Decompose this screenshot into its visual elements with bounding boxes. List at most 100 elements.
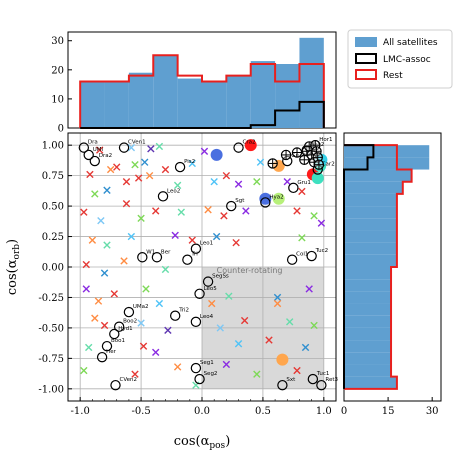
right-hist-bars	[343, 144, 430, 390]
satellite-marker	[194, 288, 205, 299]
satellite-label: Tri2	[178, 308, 189, 314]
satellite-cross	[85, 343, 93, 352]
satellite-cross	[82, 260, 90, 269]
hist-bar-all	[177, 78, 202, 128]
satellite-cross	[234, 180, 243, 188]
hist-bar-all	[344, 193, 397, 207]
satellite-cross	[106, 165, 115, 174]
satellite-cross	[141, 158, 149, 166]
massive-satellite	[244, 139, 257, 152]
satellite-marker	[96, 351, 108, 363]
right-hist-xtick-label: 15	[382, 406, 395, 417]
satellite-label: Sgt	[235, 198, 245, 204]
y-tick-label: 0.00	[42, 263, 64, 274]
satellite-label: CVen2	[120, 377, 138, 383]
satellite-cross	[142, 285, 150, 293]
y-tick-label: -0.75	[38, 354, 64, 365]
massive-satellite	[259, 192, 272, 205]
satellite-cross	[204, 206, 212, 214]
right-hist-xticks: 0 15 30	[341, 397, 439, 417]
satellite-marker	[78, 142, 90, 153]
satellite-cross	[253, 178, 261, 186]
satellite-cross	[188, 236, 196, 244]
lmc-marker	[267, 158, 278, 169]
hist-bar-all	[344, 267, 392, 280]
satellite-cross	[222, 360, 231, 369]
satellite-label: Dra	[88, 140, 98, 146]
top-hist-ytick-label: 0	[58, 124, 64, 135]
satellite-cross	[200, 147, 209, 155]
satellite-cross	[86, 170, 94, 179]
satellite-cross	[82, 285, 90, 293]
legend-label-lmc: LMC-assoc	[383, 55, 431, 65]
satellite-marker	[174, 161, 186, 173]
satellite-cross	[173, 363, 182, 371]
y-tick-label: 1.00	[42, 141, 64, 152]
satellite-cross	[293, 207, 301, 215]
satellite-cross	[298, 187, 306, 196]
satellite-cross	[225, 292, 233, 300]
satellite-label: Hya2	[269, 194, 283, 200]
y-tick-label: -0.25	[38, 293, 64, 304]
satellite-marker	[316, 379, 327, 391]
satellite-marker	[101, 340, 113, 352]
hist-bar-all	[344, 206, 397, 219]
top-histogram: 0 10 20 30	[51, 31, 337, 135]
satellite-label: CVen1	[128, 140, 146, 146]
satellite-label: Gru2	[291, 153, 305, 159]
satellite-cross	[256, 158, 265, 166]
y-tick-label: -0.50	[38, 323, 64, 334]
satellite-label: Her	[106, 349, 117, 355]
satellite-cross	[127, 232, 136, 241]
satellite-cross	[305, 285, 313, 293]
satellite-cross	[131, 370, 139, 378]
satellite-cross	[110, 290, 118, 298]
satellite-marker	[307, 373, 319, 385]
satellite-cross	[103, 241, 111, 249]
satellite-cross	[127, 143, 136, 152]
satellite-marker	[190, 362, 202, 374]
legend-label-rest: Rest	[383, 71, 403, 81]
x-tick-label: 0.0	[194, 406, 210, 417]
hist-bar-all	[104, 81, 129, 128]
satellite-marker	[190, 243, 202, 254]
satellite-cross	[161, 265, 170, 274]
satellite-crosses	[80, 142, 326, 389]
satellite-cross	[240, 316, 249, 325]
satellite-label: SegSs	[212, 274, 229, 280]
satellite-cross	[137, 319, 145, 327]
satellite-label: Hyd1	[118, 326, 132, 332]
y-tick-label: 0.25	[42, 232, 64, 243]
satellite-marker	[288, 182, 299, 194]
satellite-label: Tuc1	[316, 371, 330, 377]
satellite-cross	[152, 348, 160, 356]
satellite-marker	[169, 310, 181, 321]
hist-bar-all	[344, 230, 397, 243]
hist-bar-all	[275, 64, 300, 128]
massive-satellite	[311, 172, 324, 185]
hist-bar-all	[344, 340, 392, 353]
hist-bar-all	[128, 72, 154, 128]
satellite-cross	[122, 199, 131, 208]
satellite-marker	[157, 191, 169, 202]
satellite-marker	[113, 321, 125, 332]
satellite-cross	[173, 181, 182, 190]
legend: All satellites LMC-assoc Rest	[347, 29, 453, 89]
satellite-label: Leo1	[200, 241, 213, 247]
x-axis-label: cos(αpos)	[174, 434, 231, 451]
hist-bar-all	[344, 327, 392, 341]
satellite-label: W1	[146, 249, 155, 255]
satellite-label: Ber	[161, 249, 171, 255]
hist-bar-all	[344, 376, 397, 389]
satellite-cross	[103, 186, 111, 194]
satellite-marker	[306, 250, 317, 262]
satellite-label: Sxt	[286, 377, 296, 383]
satellite-cross	[298, 234, 306, 242]
satellite-cross	[273, 299, 282, 308]
y-tick-label: 0.75	[42, 171, 64, 182]
satellite-label: Cra2	[243, 140, 256, 146]
satellite-label: Gru1	[297, 180, 311, 186]
right-hist-xtick-label: 0	[341, 406, 347, 417]
satellite-label: Boo1	[111, 338, 125, 344]
